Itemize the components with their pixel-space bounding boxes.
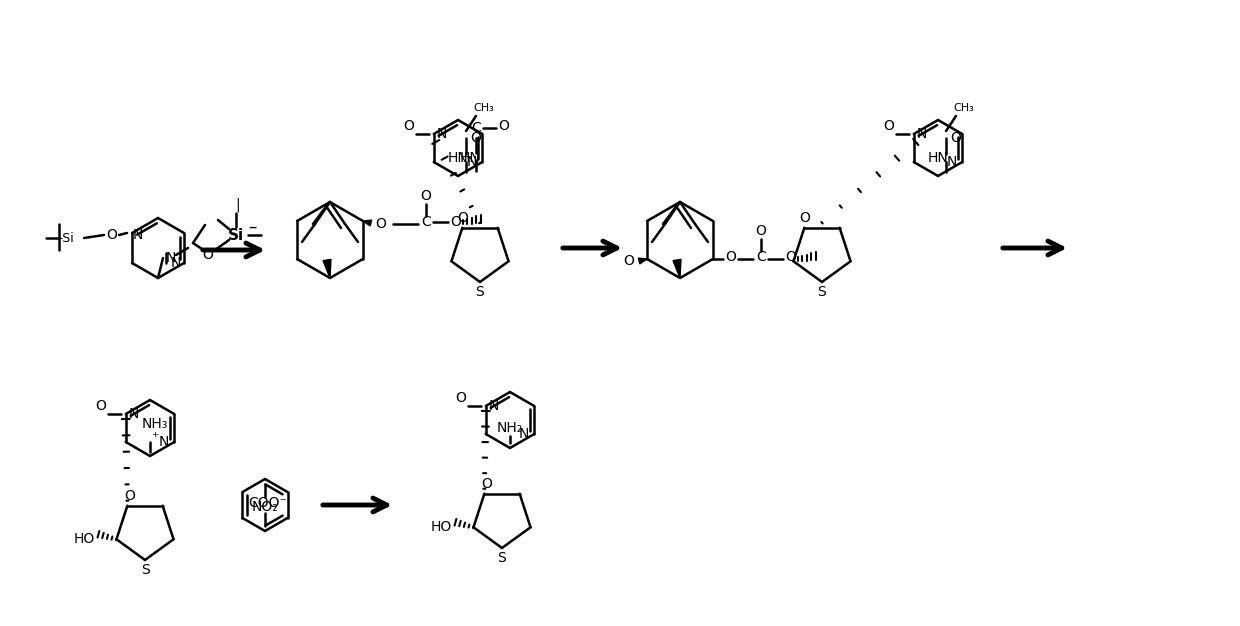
- Text: O: O: [376, 217, 387, 231]
- Text: –: –: [248, 218, 257, 236]
- Polygon shape: [673, 259, 681, 278]
- Text: S: S: [817, 285, 826, 299]
- Text: O: O: [755, 224, 766, 238]
- Text: O: O: [498, 119, 510, 133]
- Text: O: O: [455, 391, 466, 405]
- Text: N: N: [916, 127, 928, 141]
- Text: Si: Si: [228, 227, 244, 242]
- Text: C: C: [471, 121, 481, 135]
- Text: HN: HN: [460, 151, 480, 165]
- Text: O: O: [202, 248, 213, 262]
- Text: ⁺: ⁺: [151, 431, 159, 445]
- Text: O: O: [725, 250, 737, 264]
- Text: S: S: [476, 285, 485, 299]
- Text: C: C: [422, 215, 430, 229]
- Text: N: N: [947, 155, 957, 169]
- Text: CH₃: CH₃: [954, 103, 975, 113]
- Text: N: N: [436, 127, 446, 141]
- Text: O: O: [124, 489, 135, 503]
- Text: N: N: [520, 427, 529, 441]
- Text: O: O: [624, 254, 635, 268]
- Polygon shape: [363, 220, 372, 226]
- Text: O: O: [420, 189, 432, 203]
- Text: S: S: [140, 563, 149, 577]
- Text: CH₃: CH₃: [474, 103, 495, 113]
- Text: O: O: [799, 211, 810, 225]
- Text: N: N: [159, 435, 170, 449]
- Text: O: O: [450, 215, 461, 229]
- Text: N: N: [129, 407, 139, 421]
- Text: NO₂: NO₂: [252, 500, 278, 514]
- Text: O: O: [95, 399, 107, 413]
- Polygon shape: [639, 258, 647, 264]
- Text: O: O: [470, 131, 481, 145]
- Text: O: O: [883, 119, 894, 133]
- Text: |: |: [236, 198, 241, 212]
- Text: –Si: –Si: [56, 232, 74, 245]
- Polygon shape: [324, 259, 331, 278]
- Text: C: C: [756, 250, 766, 264]
- Text: HO: HO: [430, 520, 451, 534]
- Text: HO: HO: [73, 532, 94, 546]
- Text: O: O: [107, 228, 118, 242]
- Text: NH₃: NH₃: [141, 417, 169, 431]
- Text: N: N: [489, 399, 498, 413]
- Text: O: O: [785, 250, 796, 264]
- Text: S: S: [497, 551, 506, 565]
- Text: O: O: [481, 477, 492, 491]
- Text: O: O: [456, 211, 467, 225]
- Text: O: O: [951, 131, 961, 145]
- Text: COO⁻: COO⁻: [248, 496, 288, 510]
- Text: N: N: [467, 155, 477, 169]
- Text: HN: HN: [928, 151, 949, 165]
- Text: HN: HN: [448, 151, 469, 165]
- Text: N: N: [171, 256, 181, 270]
- Text: N: N: [166, 251, 176, 265]
- Text: NH₂: NH₂: [497, 421, 523, 435]
- Text: O: O: [403, 119, 414, 133]
- Text: N: N: [133, 228, 143, 242]
